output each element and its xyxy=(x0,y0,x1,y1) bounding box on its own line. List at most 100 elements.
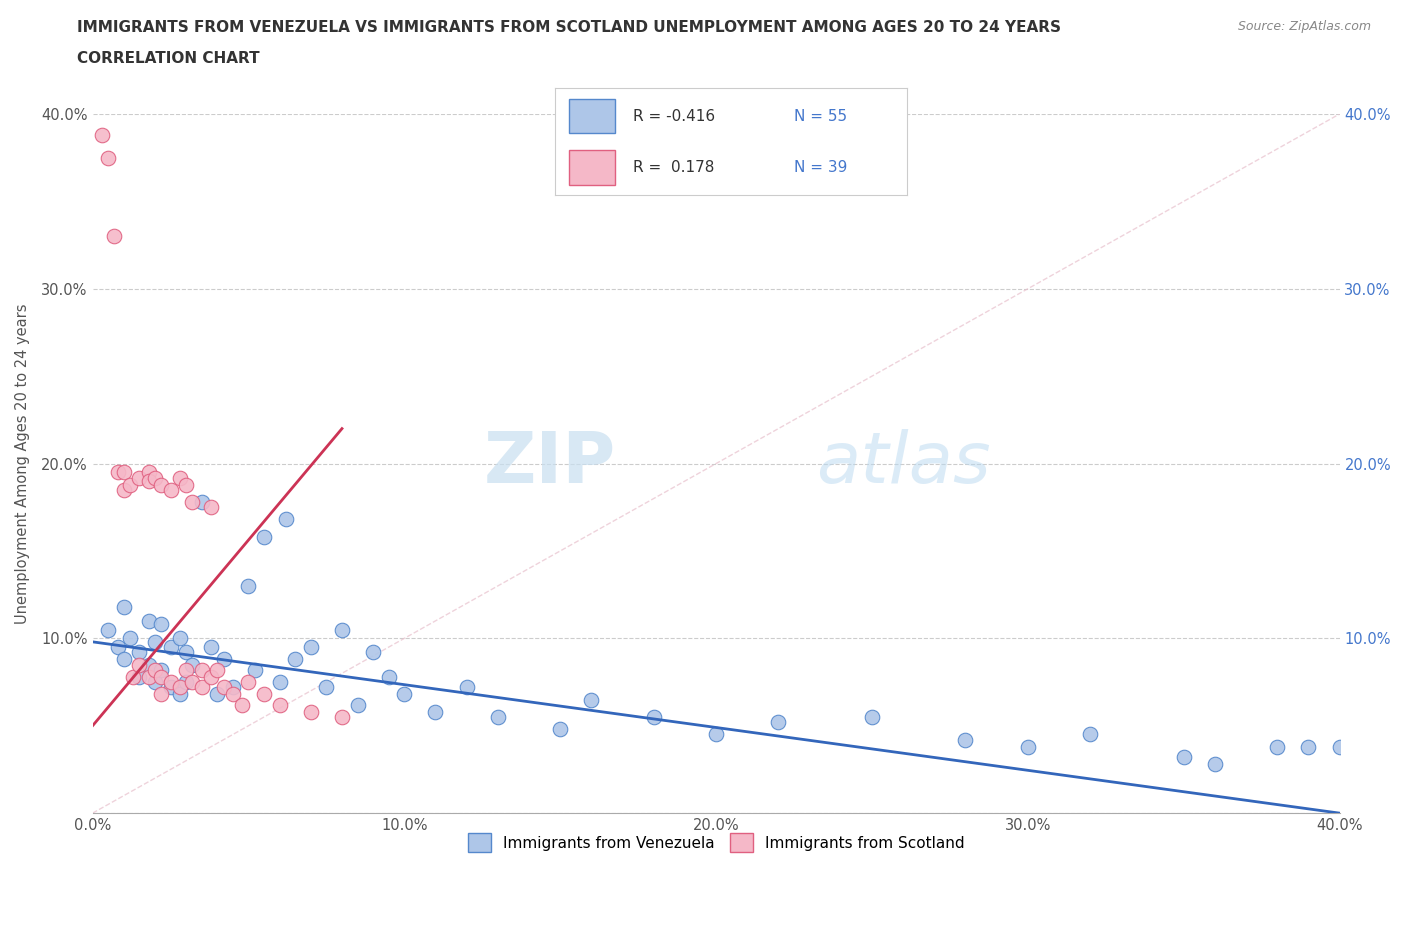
Text: ZIP: ZIP xyxy=(484,429,616,498)
Point xyxy=(377,670,399,684)
Point xyxy=(768,715,790,730)
Point xyxy=(181,658,204,672)
Point xyxy=(169,680,191,695)
Point xyxy=(330,710,353,724)
Text: R = -0.416: R = -0.416 xyxy=(633,109,714,124)
Point xyxy=(174,477,197,492)
Point xyxy=(253,687,276,702)
Point xyxy=(190,662,212,677)
Point xyxy=(107,465,129,480)
Point xyxy=(1265,739,1288,754)
Point xyxy=(222,687,245,702)
Point xyxy=(150,670,173,684)
Point xyxy=(138,670,160,684)
Point xyxy=(128,658,150,672)
Point xyxy=(955,732,977,747)
Point xyxy=(243,662,266,677)
Point xyxy=(112,600,135,615)
Point xyxy=(456,680,478,695)
Point xyxy=(253,529,276,544)
Text: N = 55: N = 55 xyxy=(794,109,848,124)
Point xyxy=(274,512,297,527)
Point xyxy=(103,229,125,244)
Point xyxy=(231,698,253,712)
Point xyxy=(181,674,204,689)
Point xyxy=(150,662,173,677)
Point xyxy=(190,680,212,695)
Text: N = 39: N = 39 xyxy=(794,160,848,175)
Point xyxy=(143,662,166,677)
Legend: Immigrants from Venezuela, Immigrants from Scotland: Immigrants from Venezuela, Immigrants fr… xyxy=(461,827,970,858)
Point xyxy=(159,680,181,695)
Point xyxy=(315,680,337,695)
Point xyxy=(143,470,166,485)
Point xyxy=(150,617,173,631)
Point xyxy=(174,644,197,659)
Point xyxy=(207,687,229,702)
Text: R =  0.178: R = 0.178 xyxy=(633,160,714,175)
Point xyxy=(212,680,235,695)
Point xyxy=(112,483,135,498)
Point xyxy=(138,465,160,480)
Point xyxy=(394,687,416,702)
Point xyxy=(138,658,160,672)
Text: IMMIGRANTS FROM VENEZUELA VS IMMIGRANTS FROM SCOTLAND UNEMPLOYMENT AMONG AGES 20: IMMIGRANTS FROM VENEZUELA VS IMMIGRANTS … xyxy=(77,20,1062,35)
Point xyxy=(1298,739,1320,754)
Point xyxy=(122,670,145,684)
Point xyxy=(643,710,665,724)
Point xyxy=(138,473,160,488)
Point xyxy=(159,483,181,498)
Point xyxy=(425,704,447,719)
Point xyxy=(128,644,150,659)
Y-axis label: Unemployment Among Ages 20 to 24 years: Unemployment Among Ages 20 to 24 years xyxy=(15,303,30,624)
Point xyxy=(97,622,120,637)
Point xyxy=(169,687,191,702)
Point xyxy=(138,614,160,629)
Point xyxy=(200,640,222,655)
Point xyxy=(174,662,197,677)
Point xyxy=(269,674,291,689)
Point xyxy=(212,652,235,667)
Point xyxy=(238,674,260,689)
FancyBboxPatch shape xyxy=(569,151,616,184)
Point xyxy=(299,640,322,655)
Point xyxy=(107,640,129,655)
Point xyxy=(269,698,291,712)
Point xyxy=(150,477,173,492)
Point xyxy=(169,631,191,645)
Point xyxy=(91,127,114,142)
Point xyxy=(112,465,135,480)
Point xyxy=(299,704,322,719)
Point xyxy=(143,674,166,689)
Point xyxy=(548,722,571,737)
Point xyxy=(238,578,260,593)
Point xyxy=(1204,757,1226,772)
Point xyxy=(112,652,135,667)
Point xyxy=(200,670,222,684)
Point xyxy=(860,710,883,724)
Text: CORRELATION CHART: CORRELATION CHART xyxy=(77,51,260,66)
Point xyxy=(222,680,245,695)
FancyBboxPatch shape xyxy=(569,100,616,133)
Point xyxy=(174,674,197,689)
Point xyxy=(169,470,191,485)
Point xyxy=(581,692,603,707)
Point xyxy=(1078,727,1101,742)
Point xyxy=(486,710,509,724)
Point xyxy=(284,652,307,667)
Point xyxy=(159,674,181,689)
Point xyxy=(181,495,204,510)
Point xyxy=(346,698,368,712)
Point xyxy=(1017,739,1039,754)
Point xyxy=(1173,750,1195,764)
Text: atlas: atlas xyxy=(815,429,990,498)
Point xyxy=(143,634,166,649)
Point xyxy=(1329,739,1351,754)
Point xyxy=(159,640,181,655)
Point xyxy=(200,499,222,514)
Point xyxy=(361,644,384,659)
Point xyxy=(118,477,141,492)
Point xyxy=(330,622,353,637)
Point xyxy=(704,727,727,742)
Point xyxy=(150,687,173,702)
